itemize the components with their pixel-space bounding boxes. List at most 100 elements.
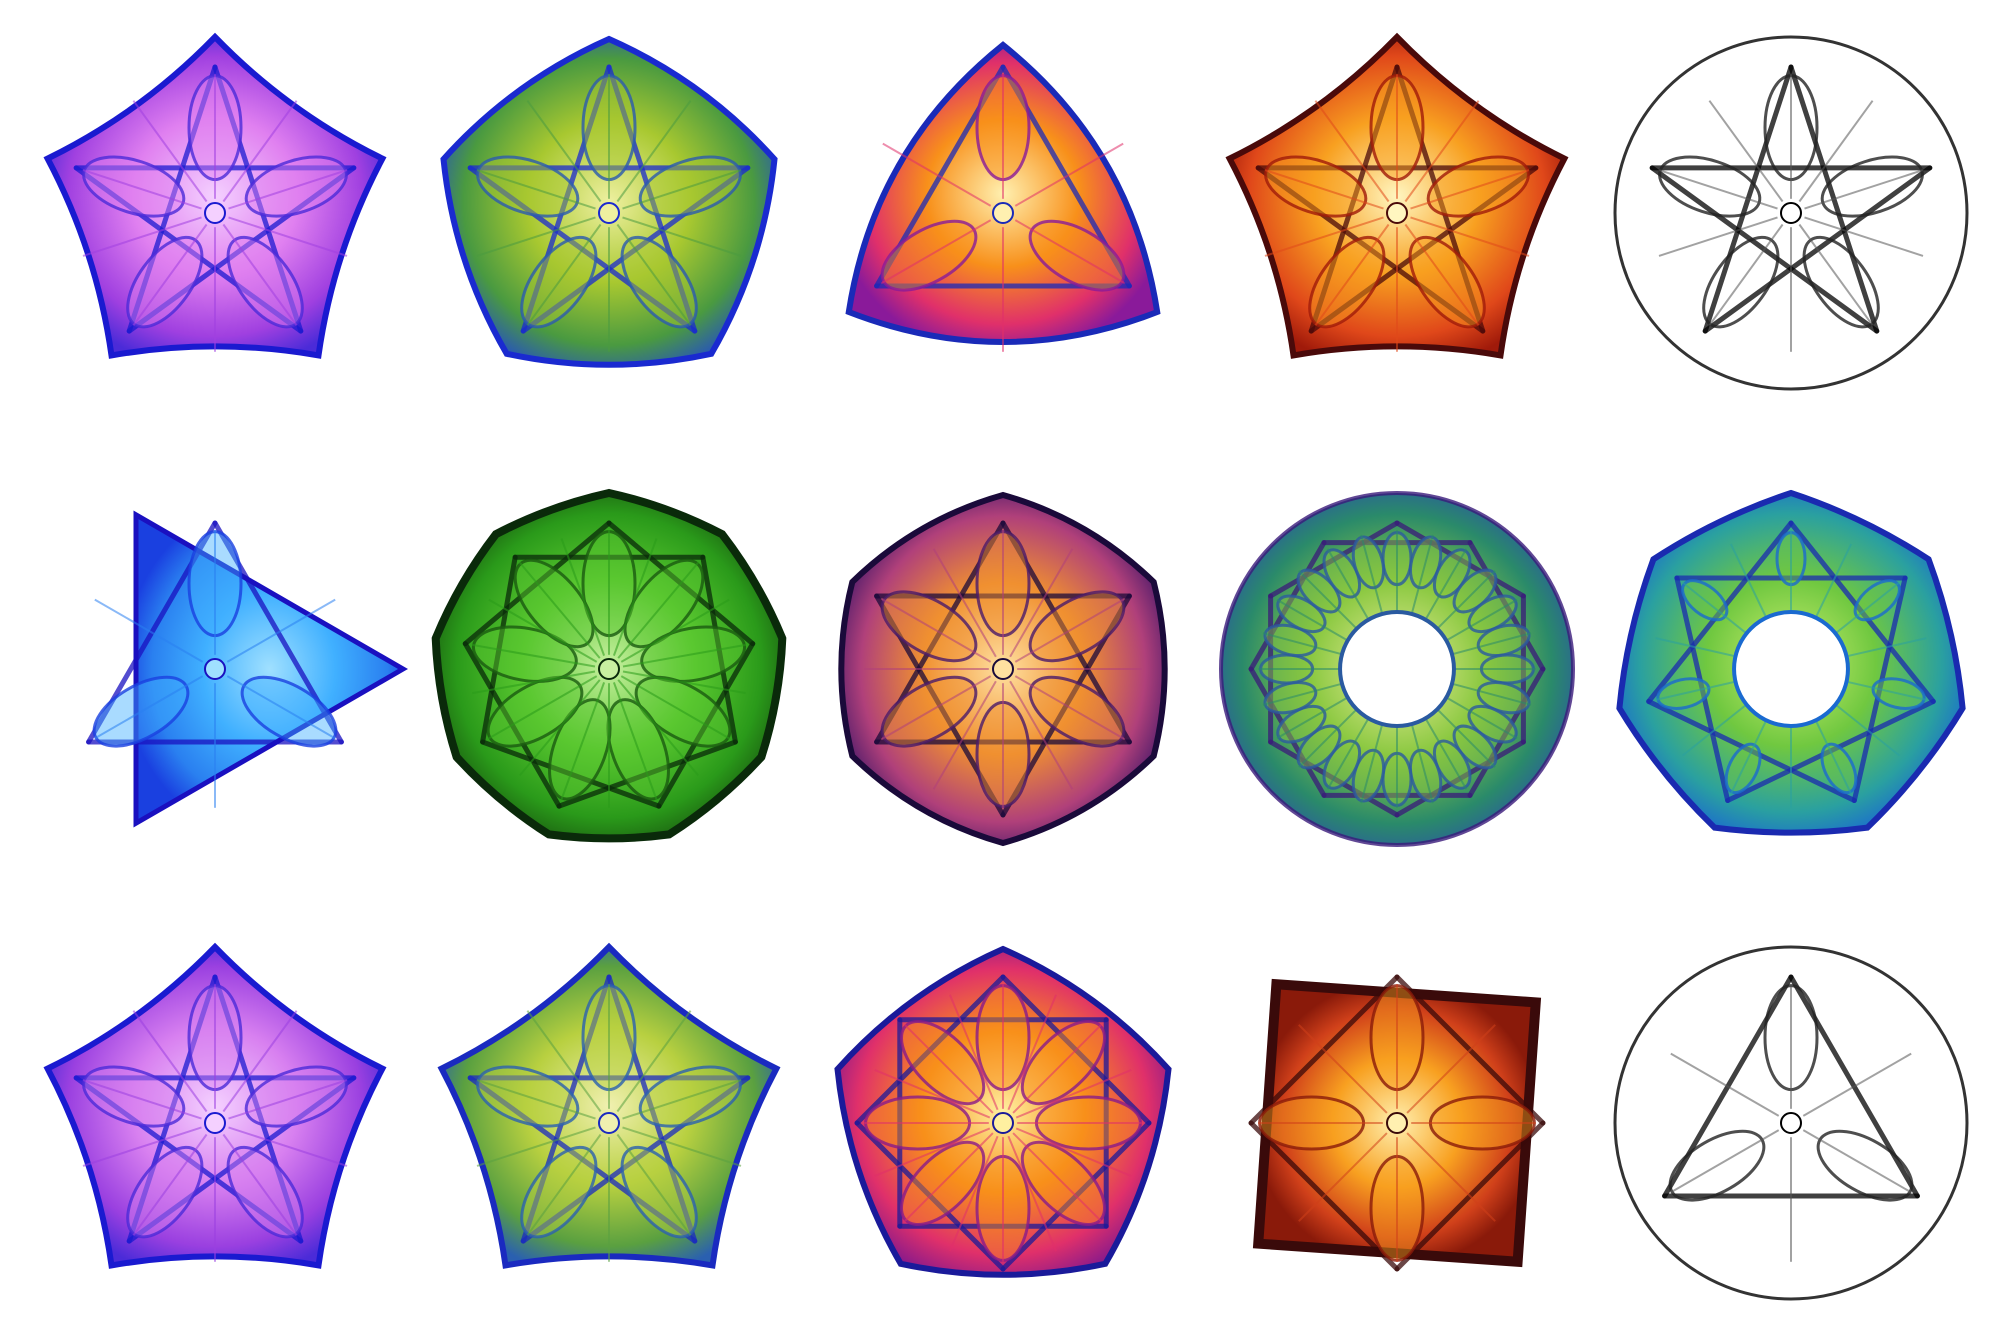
attractor-tile-r2c1 (30, 484, 408, 854)
attractor-ray (622, 216, 742, 257)
attractor-center (992, 1112, 1014, 1134)
attractor-ray (94, 675, 204, 740)
attractor-ray (617, 679, 699, 777)
attractor-ray (228, 1126, 348, 1167)
attractor-ray (560, 682, 606, 800)
attractor-ray (132, 100, 208, 203)
attractor-ray (948, 1135, 999, 1252)
attractor-art-r1c5 (1613, 35, 1969, 391)
attractor-outline (834, 945, 1172, 1278)
attractor-ray (226, 675, 336, 740)
attractor-tile-r3c4 (1212, 938, 1582, 1308)
attractor-ray (82, 169, 202, 210)
attractor-center (598, 658, 620, 680)
attractor-ray (222, 1133, 298, 1236)
attractor-center (204, 1112, 226, 1134)
attractor-ray (1012, 1024, 1102, 1114)
attractor-ray (882, 598, 992, 663)
attractor-ray (1798, 100, 1874, 203)
attractor-ray (1007, 994, 1058, 1111)
attractor-ray (519, 561, 601, 659)
attractor-ray (82, 1126, 202, 1167)
attractor-ray (82, 1079, 202, 1120)
attractor-center (1780, 202, 1802, 224)
attractor-ray (226, 598, 336, 663)
attractor-art-r1c4 (1225, 32, 1569, 359)
attractor-ray (904, 1024, 994, 1114)
attractor-ray (1670, 1129, 1780, 1194)
attractor-ray (1404, 100, 1480, 203)
attractor-ray (222, 1010, 298, 1113)
attractor-tile-r1c3 (818, 28, 1188, 398)
attractor-center (1386, 1112, 1408, 1134)
attractor-art-r3c1 (43, 942, 387, 1269)
attractor-ray (882, 219, 992, 284)
attractor-ray (932, 680, 997, 790)
attractor-ray (1264, 169, 1384, 210)
attractor-tile-r1c5 (1606, 28, 1976, 398)
attractor-ray (82, 216, 202, 257)
attractor-art-r3c3 (834, 945, 1172, 1278)
attractor-outline (440, 35, 778, 368)
attractor-center (598, 202, 620, 224)
attractor-ray (526, 223, 602, 326)
attractor-ray (132, 223, 208, 326)
attractor-center (204, 202, 226, 224)
attractor-ray (1404, 223, 1480, 326)
attractor-ray (488, 675, 598, 740)
attractor-ray (612, 538, 658, 656)
attractor-ray (1015, 1127, 1132, 1178)
attractor-art-r2c4 (1219, 491, 1575, 847)
attractor-art-r1c3 (845, 41, 1161, 352)
attractor-ray (1410, 216, 1530, 257)
attractor-ray (1014, 219, 1124, 284)
attractor-center (1386, 202, 1408, 224)
attractor-ray (132, 1010, 208, 1113)
attractor-tile-r2c5 (1606, 484, 1976, 854)
attractor-ray (132, 1133, 208, 1236)
attractor-ray (616, 223, 692, 326)
attractor-ray (1708, 100, 1784, 203)
attractor-art-r2c1 (86, 510, 408, 828)
attractor-ray (526, 100, 602, 203)
attractor-ray (622, 1079, 742, 1120)
attractor-ray (617, 561, 699, 659)
attractor-ray (1298, 1132, 1388, 1222)
attractor-ray (228, 216, 348, 257)
attractor-ray (519, 679, 601, 777)
attractor-ray (1410, 169, 1530, 210)
attractor-art-r3c4 (1248, 974, 1546, 1272)
attractor-ray (1015, 1068, 1132, 1119)
attractor-ray (1658, 216, 1778, 257)
attractor-ray (476, 216, 596, 257)
attractor-tile-r3c2 (424, 938, 794, 1308)
attractor-ray (222, 223, 298, 326)
attractor-ray (622, 670, 746, 695)
attractor-center (204, 658, 226, 680)
attractor-center (598, 1112, 620, 1134)
attractor-ray (526, 1133, 602, 1236)
attractor-ray (904, 1132, 994, 1222)
attractor-ray (1804, 169, 1924, 210)
attractor-ray (1014, 598, 1124, 663)
attractor-outline (1613, 945, 1969, 1301)
attractor-ray (616, 100, 692, 203)
attractor-ray (488, 598, 598, 663)
attractor-ray (1798, 223, 1874, 326)
attractor-ray (616, 1010, 692, 1113)
attractor-ray (94, 598, 204, 663)
attractor-art-r3c5 (1613, 945, 1969, 1301)
attractor-art-r1c1 (43, 32, 387, 359)
attractor-art-r2c2 (431, 488, 787, 843)
attractor-tile-r3c3 (818, 938, 1188, 1308)
attractor-ray (874, 1127, 991, 1178)
attractor-ray (620, 598, 730, 663)
attractor-ray (932, 548, 997, 658)
attractor-tile-r2c2 (424, 484, 794, 854)
attractor-ray (560, 538, 606, 656)
attractor-ray (1012, 1132, 1102, 1222)
attractor-ray (1009, 680, 1074, 790)
attractor-ray (616, 1133, 692, 1236)
attractor-art-r2c3 (838, 491, 1168, 847)
